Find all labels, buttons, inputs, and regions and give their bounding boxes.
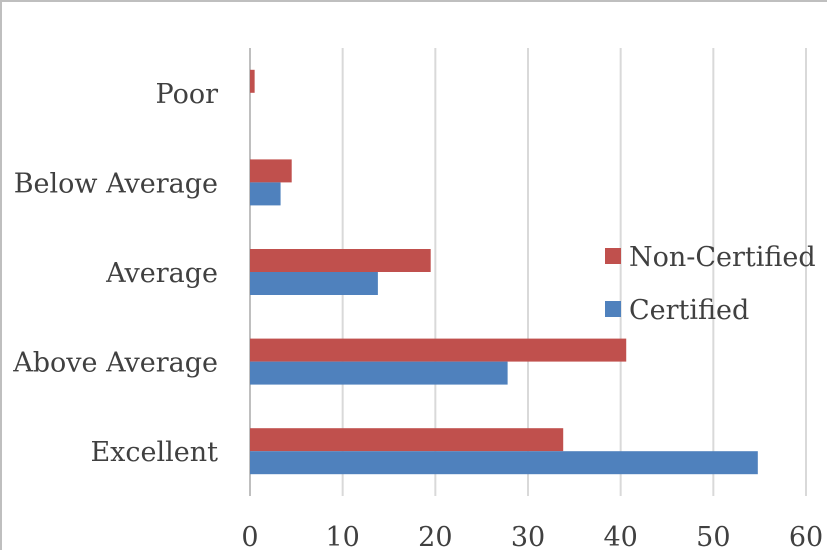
x-tick-label-0: 0 (241, 522, 258, 552)
bar-non-certified-poor (250, 69, 255, 93)
legend-swatch-non-certified (605, 248, 621, 264)
x-tick-label-20: 20 (418, 522, 452, 552)
category-label-poor: Poor (156, 79, 219, 110)
category-label-above-average: Above Average (12, 348, 218, 379)
category-label-below-average: Below Average (14, 168, 218, 199)
bar-non-certified-below-average (250, 159, 292, 183)
bar-certified-below-average (250, 182, 281, 206)
legend: Non-Certified Certified (605, 242, 816, 326)
legend-swatch-certified (605, 301, 621, 317)
x-tick-labels: 0 10 20 30 40 50 60 (241, 522, 823, 552)
gridlines (249, 48, 807, 496)
bar-non-certified-excellent (250, 428, 564, 452)
x-tick-label-60: 60 (789, 522, 823, 552)
category-labels: Poor Below Average Average Above Average Exc… (12, 79, 218, 468)
x-tick-label-30: 30 (511, 522, 545, 552)
legend-label-non-certified: Non-Certified (629, 242, 816, 273)
bar-group (250, 69, 758, 475)
x-tick-label-10: 10 (325, 522, 359, 552)
bar-certified-average (250, 272, 378, 295)
x-tick-label-40: 40 (603, 522, 637, 552)
category-label-average: Average (105, 258, 218, 289)
bar-non-certified-above-average (250, 338, 627, 362)
bar-certified-above-average (250, 361, 508, 385)
bar-non-certified-average (250, 249, 431, 272)
legend-label-certified: Certified (629, 295, 749, 326)
bar-certified-excellent (250, 451, 758, 475)
x-tick-label-50: 50 (696, 522, 730, 552)
category-label-excellent: Excellent (90, 437, 218, 468)
